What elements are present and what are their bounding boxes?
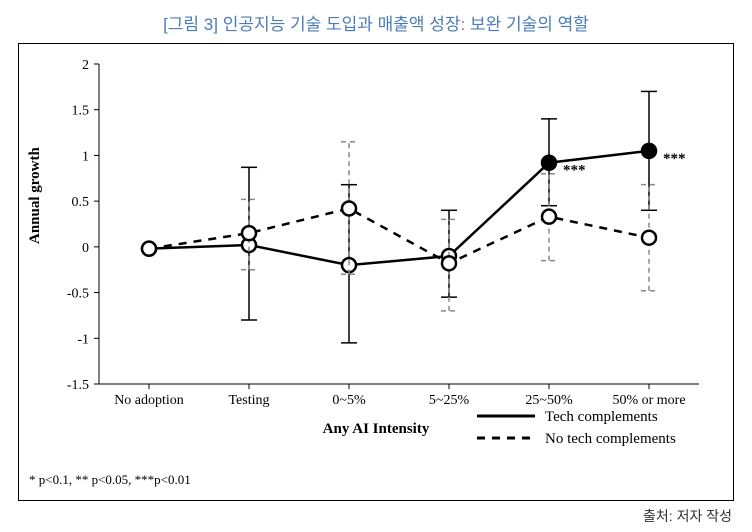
svg-text:1: 1 bbox=[82, 149, 89, 164]
significance-footnote: * p<0.1, ** p<0.05, ***p<0.01 bbox=[29, 472, 191, 488]
svg-text:0~5%: 0~5% bbox=[332, 393, 366, 408]
source-label: 출처: 저자 작성 bbox=[643, 506, 732, 526]
svg-text:No adoption: No adoption bbox=[114, 393, 184, 408]
svg-text:0: 0 bbox=[82, 241, 89, 256]
svg-text:2: 2 bbox=[82, 58, 89, 73]
svg-text:-0.5: -0.5 bbox=[67, 287, 89, 302]
svg-text:5~25%: 5~25% bbox=[429, 393, 470, 408]
x-axis-label: Any AI Intensity bbox=[19, 421, 733, 438]
svg-text:Testing: Testing bbox=[228, 393, 269, 408]
figure-title: [그림 3] 인공지능 기술 도입과 매출액 성장: 보완 기술의 역할 bbox=[0, 0, 752, 43]
svg-text:***: *** bbox=[663, 151, 686, 167]
svg-text:-1: -1 bbox=[77, 332, 89, 347]
svg-text:1.5: 1.5 bbox=[72, 104, 90, 119]
svg-text:50% or more: 50% or more bbox=[612, 393, 685, 408]
svg-text:-1.5: -1.5 bbox=[67, 378, 89, 393]
svg-text:***: *** bbox=[563, 163, 586, 179]
svg-text:25~50%: 25~50% bbox=[525, 393, 573, 408]
svg-text:0.5: 0.5 bbox=[72, 195, 90, 210]
chart-container: Annual growth -1.5-1-0.500.511.52No adop… bbox=[18, 43, 734, 501]
